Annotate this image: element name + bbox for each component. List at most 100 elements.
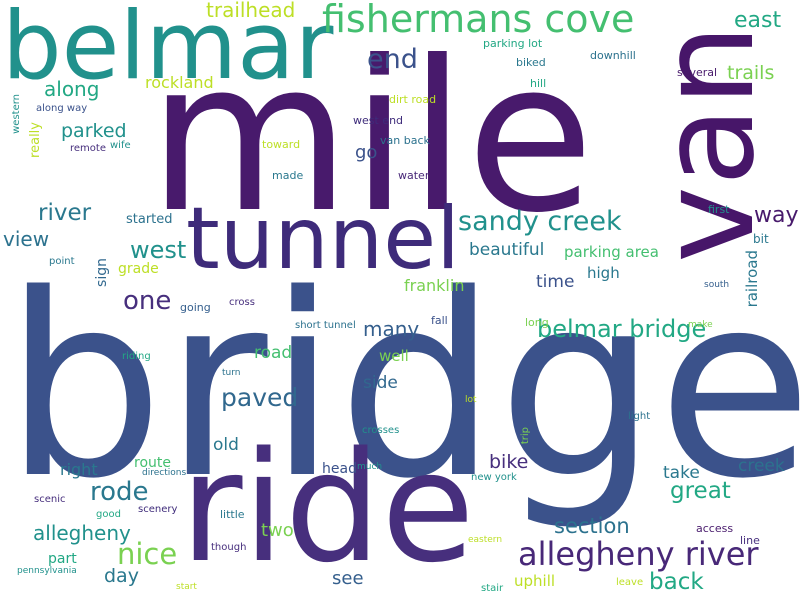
- word-back: back: [649, 569, 704, 595]
- word-much: much: [357, 462, 383, 472]
- word-good: good: [96, 509, 121, 520]
- word-great: great: [670, 478, 731, 504]
- word-cross: cross: [229, 297, 255, 308]
- word-dirt-road: dirt road: [389, 93, 437, 106]
- word-mile: mile: [148, 17, 595, 259]
- word-belmar-bridge: belmar bridge: [537, 315, 707, 343]
- word-route: route: [134, 455, 171, 471]
- word-riding: riding: [122, 351, 151, 362]
- word-head: head: [322, 461, 357, 477]
- word-remote: remote: [70, 143, 106, 154]
- word-uphill: uphill: [514, 572, 556, 590]
- word-grade: grade: [118, 261, 159, 277]
- word-day: day: [104, 565, 139, 587]
- word-crosses: crosses: [362, 425, 400, 436]
- word-view: view: [3, 227, 50, 251]
- word-point: point: [49, 256, 75, 267]
- word-along: along: [44, 77, 100, 101]
- word-trailhead: trailhead: [206, 0, 296, 22]
- word-time: time: [536, 272, 575, 292]
- word-downhill: downhill: [590, 49, 636, 62]
- word-several: several: [677, 66, 718, 79]
- word-allegheny-river: allegheny river: [518, 535, 759, 573]
- word-started: started: [126, 212, 173, 227]
- word-part: part: [48, 551, 77, 567]
- word-lot: lot: [465, 395, 477, 405]
- word-going: going: [180, 301, 211, 314]
- word-river: river: [38, 200, 92, 226]
- word-trip: trip: [520, 427, 531, 445]
- word-eastern: eastern: [468, 535, 503, 545]
- word-turn: turn: [222, 368, 241, 378]
- word-high: high: [587, 264, 620, 282]
- word-railroad: railroad: [743, 250, 761, 308]
- word-water: water: [398, 169, 430, 182]
- word-short-tunnel: short tunnel: [295, 320, 356, 331]
- word-creek: creek: [738, 456, 785, 476]
- word-fall: fall: [431, 314, 448, 327]
- word-new-york: new york: [471, 472, 517, 483]
- word-sign: sign: [94, 258, 110, 287]
- word-light: light: [628, 411, 651, 422]
- word-wife: wife: [110, 140, 131, 151]
- word-tunnel: tunnel: [186, 189, 461, 289]
- word-start: start: [176, 582, 197, 592]
- word-though: though: [211, 542, 247, 553]
- word-line: line: [740, 534, 760, 547]
- word-beautiful: beautiful: [469, 240, 545, 260]
- word-old: old: [213, 435, 239, 455]
- word-stair: stair: [481, 583, 504, 594]
- word-rockland: rockland: [145, 73, 214, 92]
- word-along-way: along way: [36, 103, 88, 114]
- word-allegheny: allegheny: [33, 521, 131, 545]
- word-ride: ride: [180, 419, 475, 596]
- word-scenery: scenery: [138, 504, 178, 515]
- word-franklin: franklin: [404, 276, 465, 295]
- word-parking-area: parking area: [564, 243, 659, 261]
- word-paved: paved: [221, 383, 299, 412]
- word-directions: directions: [142, 468, 187, 478]
- word-van-back: van back: [380, 134, 430, 147]
- word-sandy-creek: sandy creek: [458, 206, 622, 237]
- word-west: west: [130, 236, 187, 264]
- word-well: well: [379, 347, 409, 365]
- word-bit: bit: [753, 232, 769, 246]
- word-access: access: [696, 522, 734, 535]
- word-parking-lot: parking lot: [483, 37, 543, 50]
- word-way: way: [754, 203, 799, 228]
- word-make: make: [688, 320, 713, 330]
- word-biked: biked: [516, 56, 546, 69]
- word-long: long: [525, 316, 549, 329]
- word-side: side: [363, 373, 398, 393]
- word-toward: toward: [262, 138, 301, 151]
- word-first: first: [708, 203, 730, 216]
- word-south: south: [704, 280, 730, 290]
- word-right: right: [60, 460, 98, 479]
- word-section: section: [554, 514, 630, 538]
- word-rode: rode: [90, 477, 149, 507]
- word-made: made: [272, 169, 304, 182]
- word-pennsylvania: pennsylvania: [17, 566, 77, 576]
- word-scenic: scenic: [34, 494, 66, 505]
- word-belmar: belmar: [2, 0, 334, 101]
- word-little: little: [220, 508, 245, 521]
- word-really: really: [28, 122, 43, 158]
- word-fishermans-cove: fishermans cove: [322, 0, 635, 41]
- word-see: see: [332, 568, 364, 589]
- word-east: east: [734, 8, 782, 33]
- word-parked: parked: [61, 120, 127, 142]
- word-take: take: [663, 463, 700, 483]
- word-west-end: west end: [353, 114, 404, 127]
- word-van: van: [631, 24, 783, 263]
- word-trails: trails: [727, 62, 775, 84]
- word-end: end: [367, 44, 418, 75]
- word-bike: bike: [489, 451, 529, 473]
- word-one: one: [123, 286, 172, 316]
- word-western: western: [11, 94, 22, 134]
- word-go: go: [355, 142, 378, 163]
- word-hill: hill: [530, 77, 547, 90]
- word-nice: nice: [117, 537, 178, 571]
- word-bridge: bridge: [4, 241, 800, 534]
- word-leave: leave: [616, 577, 644, 588]
